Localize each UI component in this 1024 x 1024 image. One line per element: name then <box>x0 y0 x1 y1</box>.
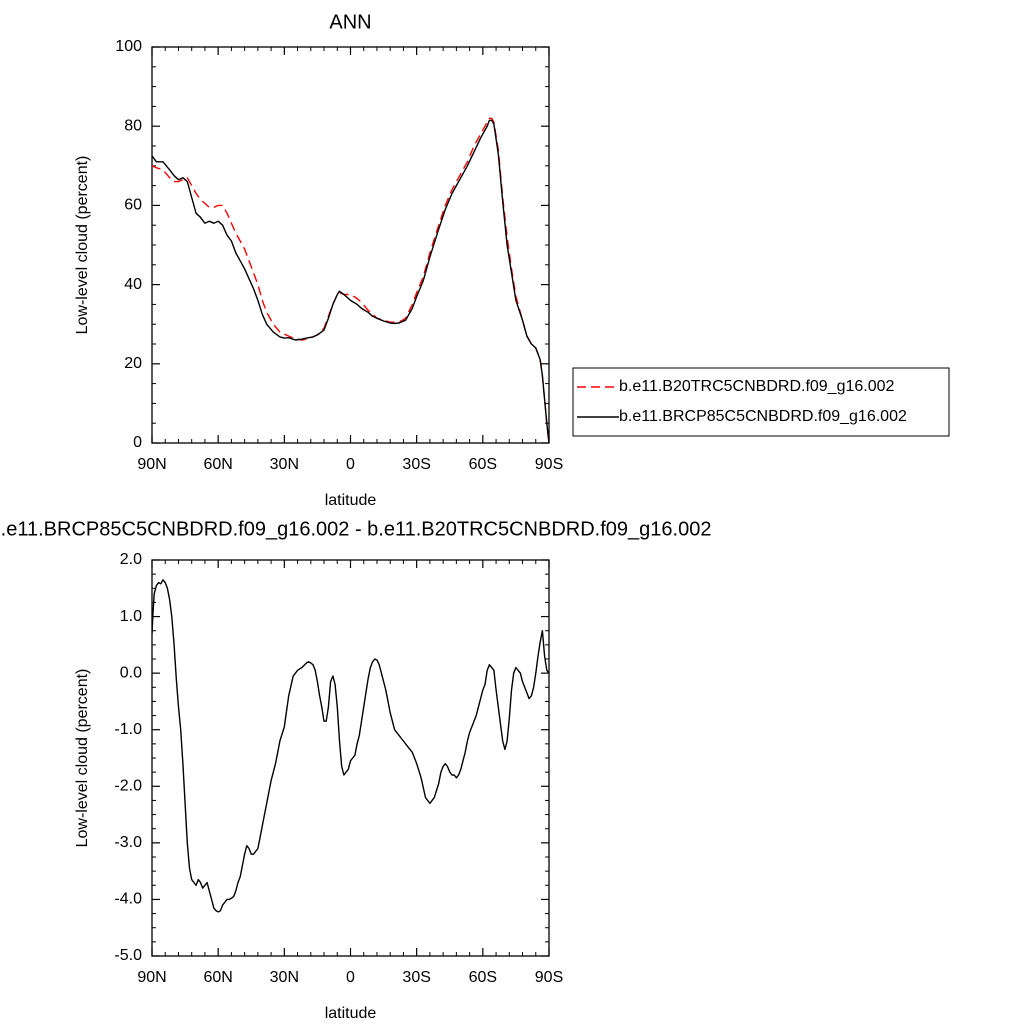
x-tick-label: 90S <box>535 456 563 473</box>
y-tick-label: 1.0 <box>120 608 142 625</box>
y-tick-label: 20 <box>124 355 142 372</box>
y-tick-label: -3.0 <box>114 834 142 851</box>
x-tick-label: 60N <box>203 969 232 986</box>
legend: b.e11.B20TRC5CNBDRD.f09_g16.002 b.e11.BRC… <box>572 367 950 437</box>
y-tick-label: 80 <box>124 117 142 134</box>
x-tick-label: 90S <box>535 969 563 986</box>
y-tick-label: -2.0 <box>114 778 142 795</box>
x-tick-label: 90N <box>137 456 166 473</box>
x-axis-label: latitude <box>325 1005 377 1022</box>
y-tick-label: -4.0 <box>114 891 142 908</box>
x-tick-label: 0 <box>346 969 355 986</box>
chart-panel-2: b.e11.BRCP85C5CNBDRD.f09_g16.002 - b.e11… <box>0 518 711 1022</box>
x-tick-label: 30N <box>270 456 299 473</box>
x-tick-label: 0 <box>346 456 355 473</box>
y-tick-label: 2.0 <box>120 551 142 568</box>
x-axis-label: latitude <box>325 492 377 509</box>
y-tick-label: 40 <box>124 276 142 293</box>
y-tick-label: 60 <box>124 197 142 214</box>
legend-label-1: b.e11.B20TRC5CNBDRD.f09_g16.002 <box>619 378 895 395</box>
x-tick-label: 90N <box>137 969 166 986</box>
chart-panel-1: ANN 90N 60N 30N 0 30S 60S 90S 0 20 40 60 80 100 latitu… <box>74 11 950 509</box>
y-tick-label: -1.0 <box>114 721 142 738</box>
x-tick-label: 60S <box>469 456 497 473</box>
x-tick-label: 30N <box>270 969 299 986</box>
legend-label-2: b.e11.BRCP85C5CNBDRD.f09_g16.002 <box>619 408 907 425</box>
x-tick-label: 60S <box>469 969 497 986</box>
y-tick-label: 0.0 <box>120 664 142 681</box>
y-tick-label: 100 <box>115 38 142 55</box>
plot-frame <box>151 46 550 444</box>
series-line-1 <box>152 117 549 443</box>
series-line-2 <box>152 119 549 443</box>
y-tick-label: 0 <box>133 434 142 451</box>
x-tick-label: 60N <box>203 456 232 473</box>
x-tick-label: 30S <box>402 456 430 473</box>
y-tick-label: -5.0 <box>114 947 142 964</box>
y-axis-label: Low-level cloud (percent) <box>74 669 91 848</box>
chart-title: b.e11.BRCP85C5CNBDRD.f09_g16.002 - b.e11… <box>0 518 711 540</box>
series-line-1 <box>152 579 549 913</box>
y-axis-label: Low-level cloud (percent) <box>74 156 91 335</box>
legend-box <box>572 367 950 437</box>
x-tick-label: 30S <box>402 969 430 986</box>
chart-title: ANN <box>329 11 371 33</box>
